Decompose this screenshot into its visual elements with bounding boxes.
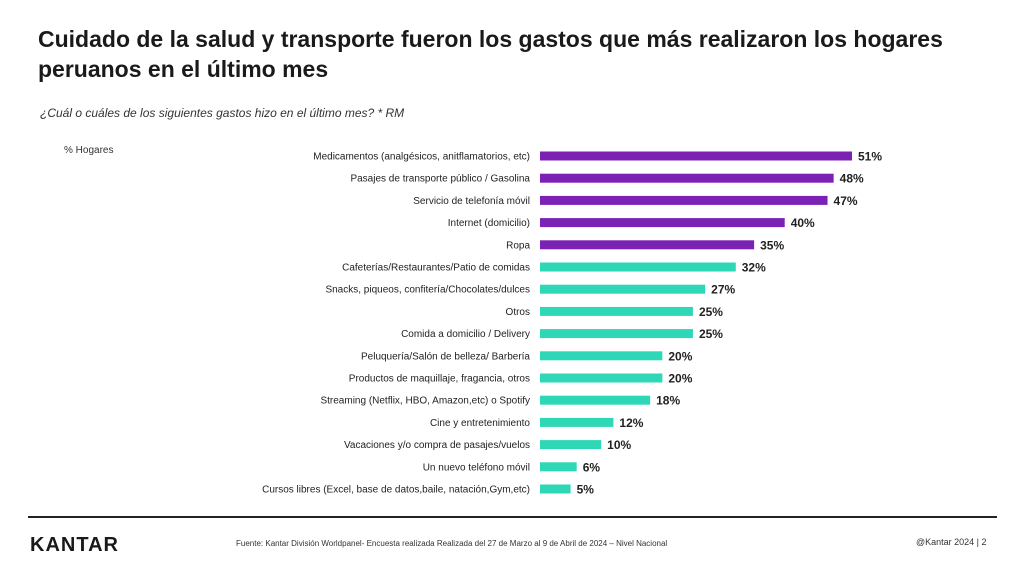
category-label: Otros xyxy=(506,307,530,318)
value-label: 10% xyxy=(607,438,631,452)
bar xyxy=(540,262,736,272)
copyright: @Kantar 2024 | 2 xyxy=(916,537,987,547)
category-label: Cine y entretenimiento xyxy=(430,418,530,429)
footer-divider xyxy=(28,516,997,518)
category-label: Servicio de telefonía móvil xyxy=(413,196,530,207)
bar xyxy=(540,395,651,405)
value-label: 25% xyxy=(699,327,723,341)
value-label: 47% xyxy=(834,194,858,208)
bar xyxy=(540,417,614,427)
value-label: 51% xyxy=(858,150,882,164)
bar xyxy=(540,351,663,361)
value-label: 35% xyxy=(760,238,784,252)
kantar-logo: KANTAR xyxy=(30,534,119,556)
bar xyxy=(540,484,571,494)
value-label: 40% xyxy=(791,216,815,230)
source-note: Fuente: Kantar División Worldpanel- Encu… xyxy=(236,539,668,548)
value-label: 5% xyxy=(577,483,595,497)
category-label: Streaming (Netflix, HBO, Amazon,etc) o S… xyxy=(320,396,530,407)
bar xyxy=(540,218,785,228)
bar xyxy=(540,329,693,339)
category-label: Cursos libres (Excel, base de datos,bail… xyxy=(262,485,530,496)
value-label: 20% xyxy=(668,349,692,363)
bar-chart: Medicamentos (analgésicos, anitflamatori… xyxy=(262,150,882,497)
value-label: 48% xyxy=(840,172,864,186)
value-label: 25% xyxy=(699,305,723,319)
survey-question: ¿Cuál o cuáles de los siguientes gastos … xyxy=(40,106,405,120)
value-label: 12% xyxy=(619,416,643,430)
category-label: Comida a domicilio / Delivery xyxy=(401,329,530,340)
category-label: Medicamentos (analgésicos, anitflamatori… xyxy=(313,152,530,163)
bar xyxy=(540,173,834,183)
category-label: Pasajes de transporte público / Gasolina xyxy=(350,174,530,185)
category-label: Vacaciones y/o compra de pasajes/vuelos xyxy=(344,440,530,451)
category-label: Peluquería/Salón de belleza/ Barbería xyxy=(361,351,530,362)
bar xyxy=(540,240,755,250)
category-label: Productos de maquillaje, fragancia, otro… xyxy=(349,374,530,385)
bar xyxy=(540,151,852,161)
category-label: Internet (domicilio) xyxy=(448,218,530,229)
bar xyxy=(540,284,706,294)
unit-label: % Hogares xyxy=(64,145,114,156)
value-label: 6% xyxy=(583,460,601,474)
bar xyxy=(540,195,828,205)
bar xyxy=(540,462,577,472)
category-label: Snacks, piqueos, confitería/Chocolates/d… xyxy=(325,285,530,296)
value-label: 32% xyxy=(742,261,766,275)
category-label: Cafeterías/Restaurantes/Patio de comidas xyxy=(342,263,530,274)
bar xyxy=(540,440,602,450)
category-label: Ropa xyxy=(506,240,530,251)
value-label: 27% xyxy=(711,283,735,297)
bar xyxy=(540,306,693,316)
value-label: 18% xyxy=(656,394,680,408)
category-label: Un nuevo teléfono móvil xyxy=(423,462,530,473)
value-label: 20% xyxy=(668,372,692,386)
bar xyxy=(540,373,663,383)
page-title: Cuidado de la salud y transporte fueron … xyxy=(38,26,943,82)
